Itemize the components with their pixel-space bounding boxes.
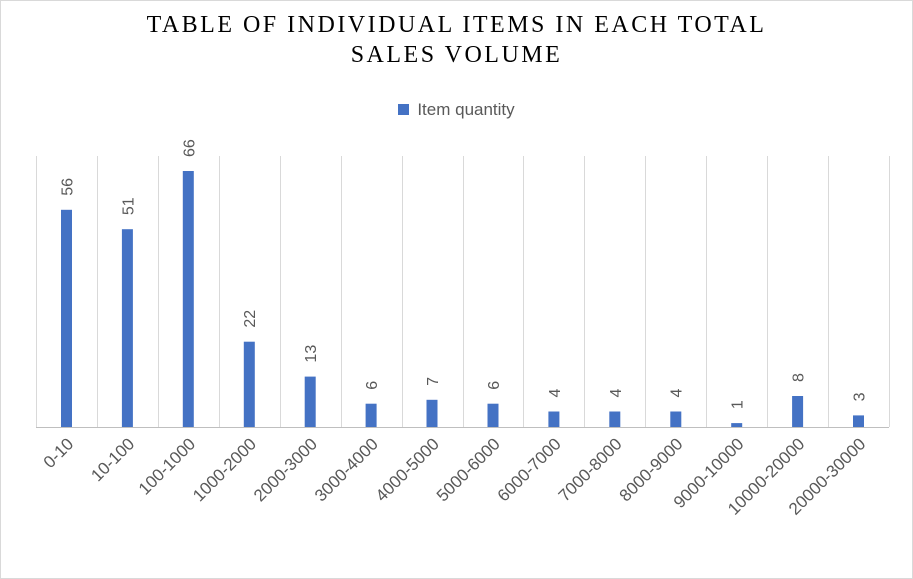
chart-title: TABLE OF INDIVIDUAL ITEMS IN EACH TOTAL … xyxy=(0,10,913,70)
tick-label-2000-3000: 2000-3000 xyxy=(250,434,321,505)
bar-2000-3000 xyxy=(304,376,316,427)
legend: Item quantity xyxy=(0,100,913,120)
data-label-2000-3000: 13 xyxy=(303,345,320,363)
bar-0-10 xyxy=(61,209,72,427)
bar-6000-7000 xyxy=(548,411,560,427)
data-label-3000-4000: 6 xyxy=(364,381,381,390)
data-label-1000-2000: 22 xyxy=(242,310,259,328)
data-label-10-100: 51 xyxy=(120,197,137,215)
tick-label-5000-6000: 5000-6000 xyxy=(433,434,504,505)
tick-label-3000-4000: 3000-4000 xyxy=(311,434,382,505)
data-label-8000-9000: 4 xyxy=(669,388,686,397)
data-label-4000-5000: 7 xyxy=(425,377,442,386)
tick-label-7000-8000: 7000-8000 xyxy=(555,434,626,505)
bar-8000-9000 xyxy=(670,411,682,427)
data-label-10000-20000: 8 xyxy=(791,373,808,382)
tick-label-4000-5000: 4000-5000 xyxy=(372,434,443,505)
bar-layer xyxy=(61,171,864,427)
data-label-100-1000: 66 xyxy=(181,139,198,157)
tick-label-0-10: 0-10 xyxy=(40,434,77,471)
data-label-5000-6000: 6 xyxy=(486,381,503,390)
bar-100-1000 xyxy=(182,171,194,427)
data-label-0-10: 56 xyxy=(59,178,76,196)
bar-7000-8000 xyxy=(609,411,621,427)
data-label-20000-30000: 3 xyxy=(852,392,869,401)
grid-layer xyxy=(36,156,890,428)
data-label-layer: 56 51 66 22 13 6 7 6 4 4 4 1 8 3 xyxy=(59,139,868,409)
bar-5000-6000 xyxy=(487,403,499,427)
tick-label-100-1000: 100-1000 xyxy=(135,434,199,498)
data-label-6000-7000: 4 xyxy=(547,388,564,397)
tick-label-layer: 0-10 10-100100-10001000-20002000-30003000… xyxy=(40,434,870,518)
bar-9000-10000 xyxy=(731,423,743,427)
bar-3000-4000 xyxy=(365,403,377,427)
bar-10-100 xyxy=(121,229,133,427)
data-label-7000-8000: 4 xyxy=(608,388,625,397)
tick-label-1000-2000: 1000-2000 xyxy=(189,434,260,505)
bar-1000-2000 xyxy=(243,341,255,427)
bar-20000-30000 xyxy=(853,415,864,427)
bar-4000-5000 xyxy=(426,399,438,427)
tick-label-6000-7000: 6000-7000 xyxy=(494,434,565,505)
data-label-9000-10000: 1 xyxy=(730,400,747,409)
chart-title-line-1: TABLE OF INDIVIDUAL ITEMS IN EACH TOTAL xyxy=(146,12,767,38)
bar-10000-20000 xyxy=(792,396,804,427)
legend-label: Item quantity xyxy=(417,100,515,119)
tick-label-10-100: 10-100 xyxy=(87,434,138,485)
legend-swatch xyxy=(398,104,410,115)
chart-title-line-2: SALES VOLUME xyxy=(350,42,563,68)
